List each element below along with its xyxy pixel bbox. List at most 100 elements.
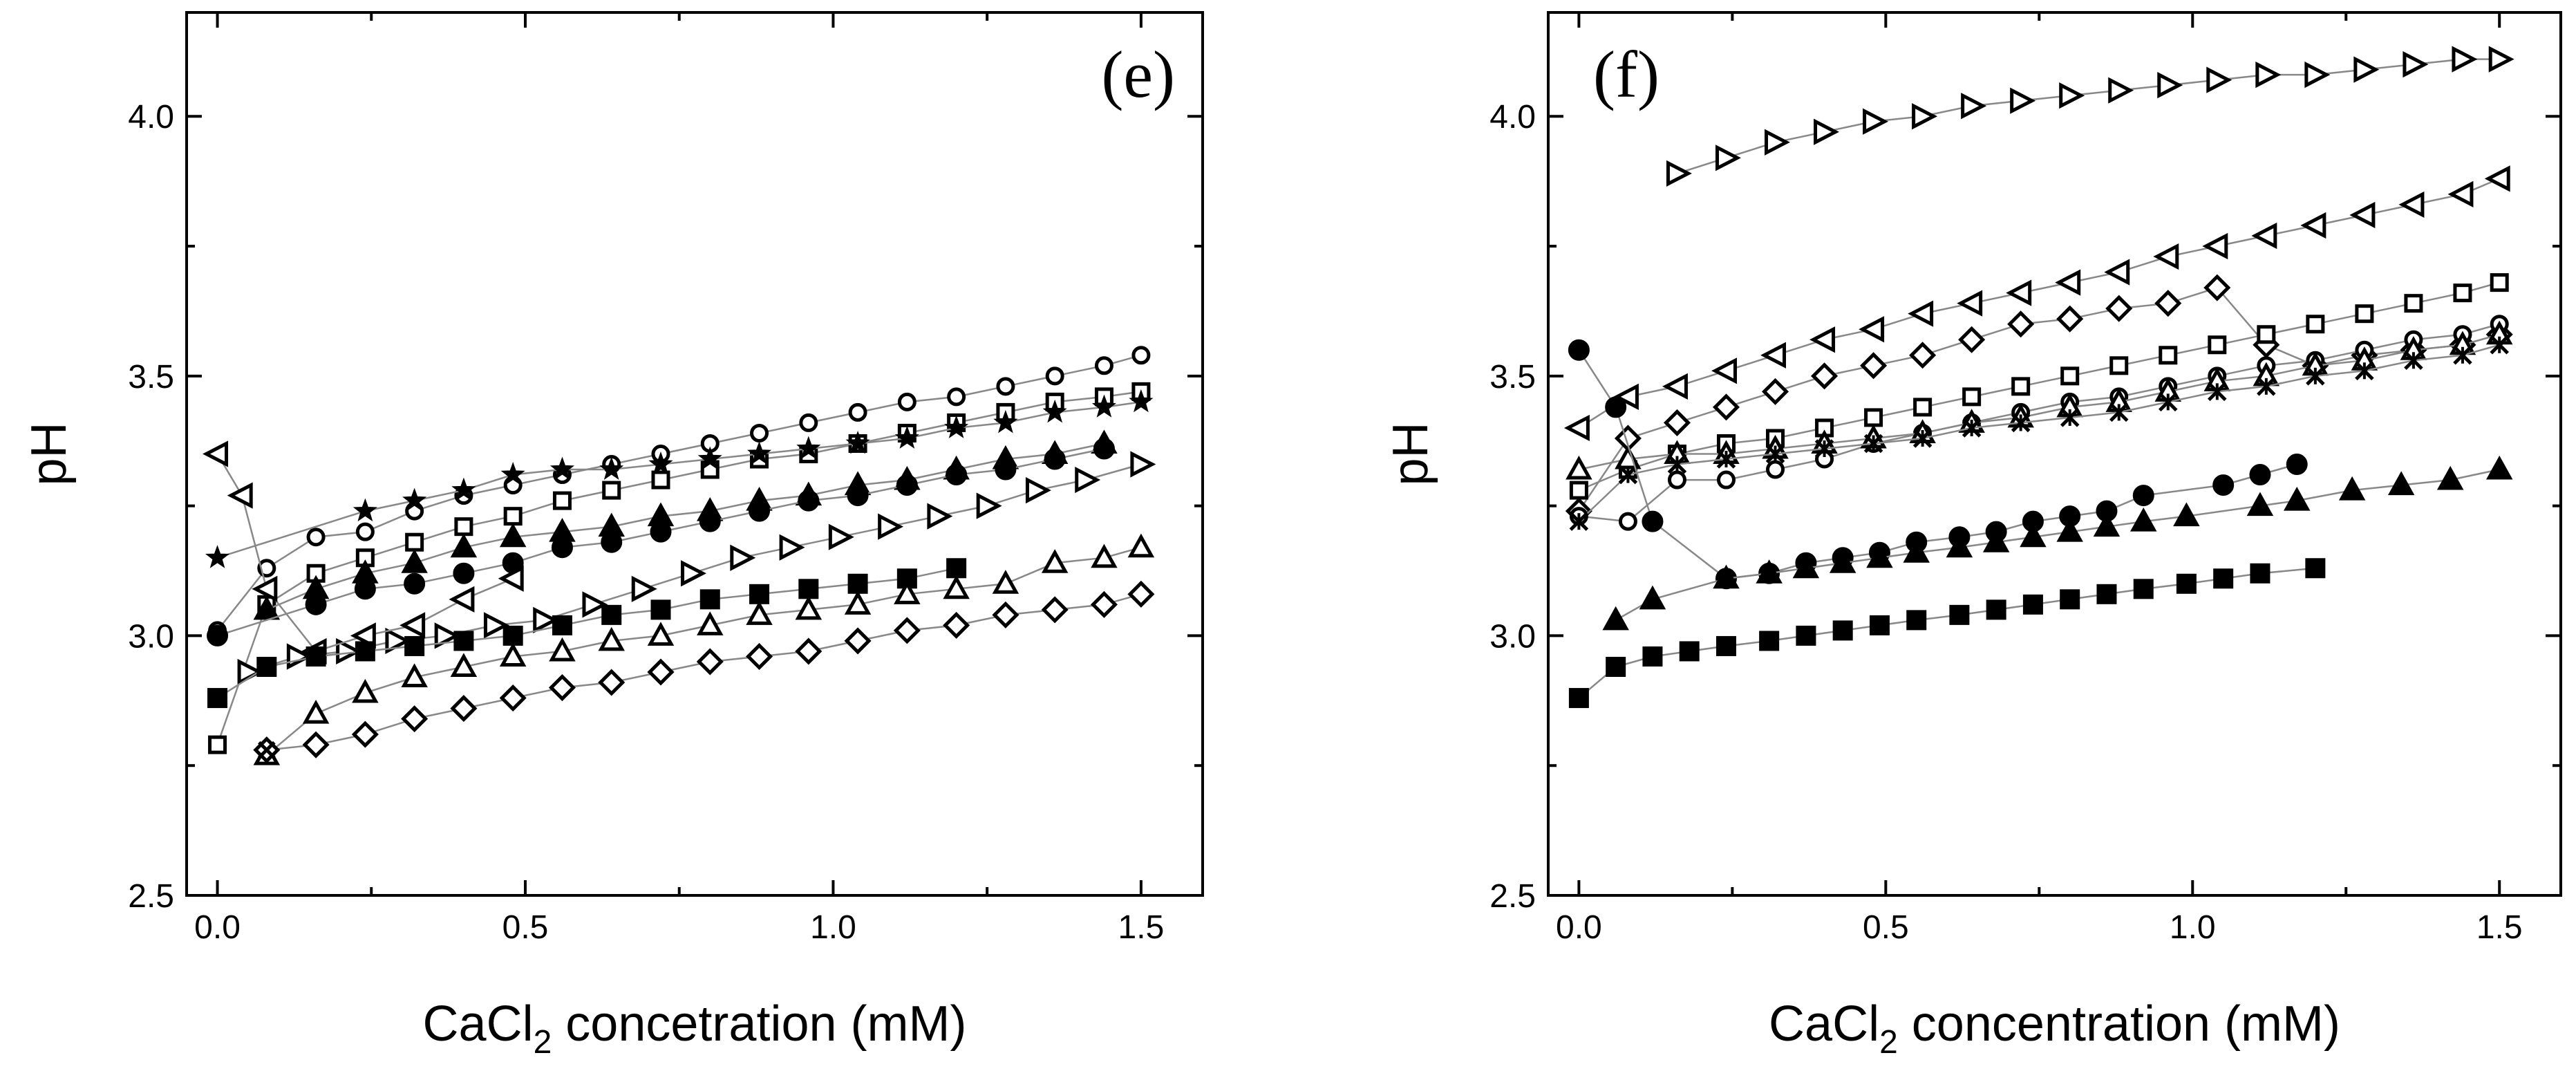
data-point-open-diamond	[1860, 352, 1888, 380]
data-point-open-diamond	[647, 658, 675, 686]
x-tick-label: 1.0	[2170, 909, 2216, 946]
data-point-star	[2208, 382, 2227, 402]
data-point-open-square	[2490, 273, 2509, 292]
data-point-filled-square	[1986, 599, 2006, 620]
data-point-open-diamond	[844, 627, 872, 655]
data-point-filled-star	[796, 436, 821, 459]
data-point-open-triangle-right	[483, 612, 509, 639]
data-point-filled-star	[1129, 389, 1154, 413]
data-point-filled-triangle-up	[2436, 465, 2464, 490]
data-point-star	[1667, 454, 1687, 474]
data-point-open-triangle-right	[2452, 46, 2478, 73]
data-point-open-square	[454, 517, 473, 537]
panel-f: 0.0 0.5 1.0 1.5 2.5 3.0 3.5 4.0 CaCl2 concentrat…	[1383, 11, 2562, 1061]
data-point-open-triangle-left	[2006, 279, 2032, 306]
data-point-open-triangle-left	[2300, 212, 2326, 239]
data-point-filled-square	[404, 635, 425, 656]
data-point-open-circle	[897, 392, 916, 411]
data-point-filled-circle	[453, 562, 475, 584]
data-point-star	[1765, 444, 1785, 464]
data-point-open-diamond	[893, 617, 921, 644]
data-point-open-triangle-up	[795, 595, 822, 620]
data-point-open-triangle-left	[1760, 342, 1787, 369]
data-point-open-triangle-up	[894, 580, 921, 604]
data-point-open-square	[2159, 346, 2178, 365]
series-open-circle	[208, 346, 1151, 640]
series-open-triangle-up	[253, 533, 1155, 765]
data-point-open-diamond	[1663, 409, 1691, 436]
x-tick-label: 0.5	[1863, 909, 1909, 946]
series-connector-line	[1615, 468, 2500, 621]
data-point-filled-square	[305, 646, 326, 667]
data-point-open-circle	[947, 387, 966, 407]
panel-e: 0.0 0.5 1.0 1.5 2.5 3.0 3.5 4.0 CaCl2 concetrati…	[21, 11, 1204, 1061]
data-point-star	[2257, 377, 2276, 396]
data-point-open-triangle-left	[2055, 269, 2081, 296]
data-point-open-triangle-up	[697, 611, 724, 635]
data-point-filled-square	[502, 625, 523, 646]
data-point-open-triangle-up	[302, 699, 330, 724]
data-point-open-square	[208, 735, 227, 754]
data-point-open-square	[651, 470, 670, 490]
data-point-filled-triangle-up	[1946, 533, 1973, 558]
data-point-filled-star	[402, 487, 427, 512]
data-point-open-triangle-right	[1715, 145, 1741, 171]
data-point-open-triangle-up	[1566, 455, 1592, 480]
data-point-open-square	[2453, 283, 2472, 303]
data-point-open-triangle-right	[1814, 118, 1839, 145]
data-point-open-triangle-right	[927, 503, 953, 530]
data-point-filled-square	[256, 656, 277, 677]
data-point-filled-triangle-up	[1982, 528, 2010, 552]
data-point-filled-square	[798, 579, 819, 599]
data-point-open-triangle-up	[352, 678, 379, 703]
data-point-open-circle	[1667, 470, 1686, 490]
data-point-open-triangle-up	[1091, 543, 1118, 568]
data-point-star	[2158, 392, 2178, 412]
data-point-open-square	[552, 491, 572, 510]
data-point-open-triangle-left	[2202, 232, 2228, 260]
data-point-open-triangle-up	[401, 663, 428, 688]
data-point-open-circle	[750, 423, 769, 443]
data-point-open-triangle-right	[779, 534, 805, 561]
data-point-filled-square	[2176, 573, 2197, 594]
x-tick-label: 1.5	[2476, 909, 2523, 946]
data-point-filled-circle	[1044, 448, 1066, 470]
data-point-filled-circle	[1642, 510, 1664, 532]
data-point-open-triangle-right	[2206, 66, 2232, 93]
data-point-star	[1962, 418, 1982, 438]
data-point-filled-triangle-up	[2130, 508, 2157, 532]
data-point-filled-circle	[2286, 454, 2308, 476]
data-point-open-circle	[1766, 460, 1785, 479]
data-point-filled-circle	[749, 500, 771, 522]
series-connector-line	[1677, 58, 2500, 175]
data-point-filled-square	[2213, 568, 2234, 589]
data-point-open-diamond	[1090, 590, 1118, 618]
data-point-open-triangle-right	[2255, 62, 2282, 89]
data-point-filled-square	[650, 599, 671, 620]
data-point-open-triangle-left	[1662, 373, 1688, 400]
data-point-open-triangle-up	[598, 626, 625, 651]
data-point-open-triangle-right	[1130, 451, 1156, 478]
data-point-open-triangle-up	[549, 637, 576, 662]
data-point-filled-triangle-up	[1639, 585, 1666, 610]
data-point-filled-star	[1091, 394, 1116, 418]
series-connector-line	[216, 391, 1142, 745]
data-point-open-triangle-left	[498, 565, 524, 592]
data-point-filled-square	[1796, 625, 1816, 646]
data-point-open-triangle-up	[1041, 549, 1069, 573]
data-point-filled-circle	[847, 485, 869, 507]
data-point-open-circle	[306, 528, 326, 547]
data-point-filled-circle	[946, 464, 968, 486]
data-point-open-triangle-right	[2059, 82, 2085, 109]
data-point-filled-circle	[354, 578, 376, 600]
data-point-open-diamond	[2154, 290, 2182, 317]
x-tick-label: 0.0	[1556, 909, 1602, 946]
y-axis-title: pH	[21, 422, 77, 485]
data-point-open-triangle-left	[1908, 300, 1934, 327]
data-point-open-triangle-left	[399, 612, 426, 639]
x-axis-title-main: CaCl	[1769, 996, 1879, 1052]
data-point-open-triangle-right	[1025, 476, 1051, 504]
x-axis-title-subscript: 2	[534, 1024, 552, 1061]
data-point-open-diamond	[696, 648, 724, 676]
series-open-square	[208, 382, 1151, 754]
